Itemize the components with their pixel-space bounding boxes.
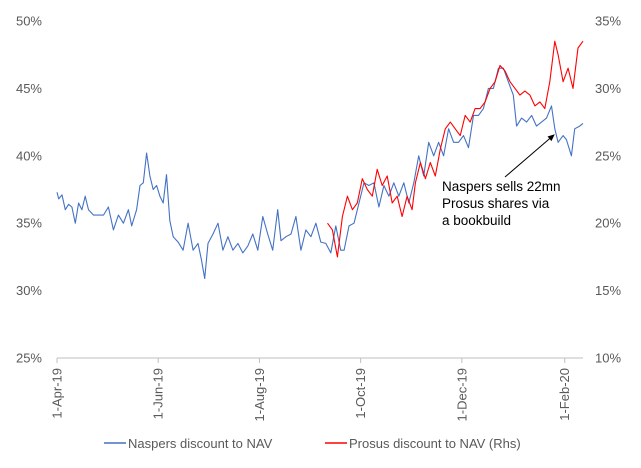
y-left-tick-label: 45% bbox=[16, 81, 42, 96]
legend-label-2: Prosus discount to NAV (Rhs) bbox=[349, 436, 521, 451]
annotation-line: a bookbuild bbox=[442, 213, 511, 228]
y-right-tick-label: 25% bbox=[595, 148, 621, 163]
series-layer bbox=[56, 40, 584, 280]
annotation-text: Naspers sells 22mn Prosus shares via a boo… bbox=[442, 179, 561, 228]
y-right-tick-label: 10% bbox=[595, 351, 621, 366]
annotation-line: Naspers sells 22mn bbox=[442, 179, 561, 194]
x-tick-label: 1-Feb-20 bbox=[557, 368, 572, 421]
y-left-tick-label: 25% bbox=[16, 351, 42, 366]
y-axis-right: 10% 15% 20% 25% 30% 35% bbox=[595, 14, 621, 366]
x-tick-label: 1-Dec-19 bbox=[454, 368, 469, 421]
legend: Naspers discount to NAV Prosus discount t… bbox=[104, 436, 521, 451]
y-left-tick-label: 50% bbox=[16, 14, 42, 29]
x-tick-label: 1-Aug-19 bbox=[252, 368, 267, 421]
y-left-tick-label: 30% bbox=[16, 283, 42, 298]
y-left-tick-label: 40% bbox=[16, 148, 42, 163]
annotation-line: Prosus shares via bbox=[442, 196, 550, 211]
legend-label-1: Naspers discount to NAV bbox=[128, 436, 273, 451]
series-line-1 bbox=[56, 67, 584, 280]
x-tick-label: 1-Apr-19 bbox=[50, 368, 65, 419]
x-tick-label: 1-Oct-19 bbox=[353, 368, 368, 419]
y-right-tick-label: 35% bbox=[595, 14, 621, 29]
y-right-tick-label: 15% bbox=[595, 283, 621, 298]
annotation-arrowhead bbox=[547, 134, 555, 142]
x-tick-label: 1-Jun-19 bbox=[151, 368, 166, 419]
y-axis-left: 25% 30% 35% 40% 45% 50% bbox=[16, 14, 42, 366]
annotation-arrow bbox=[504, 138, 550, 178]
y-right-tick-label: 30% bbox=[595, 81, 621, 96]
x-axis: 1-Apr-19 1-Jun-19 1-Aug-19 1-Oct-19 1-Dec-19… bbox=[50, 358, 572, 421]
y-right-tick-label: 20% bbox=[595, 216, 621, 231]
y-left-tick-label: 35% bbox=[16, 216, 42, 231]
annotation: Naspers sells 22mn Prosus shares via a boo… bbox=[442, 134, 561, 228]
series-line-2 bbox=[327, 40, 584, 258]
